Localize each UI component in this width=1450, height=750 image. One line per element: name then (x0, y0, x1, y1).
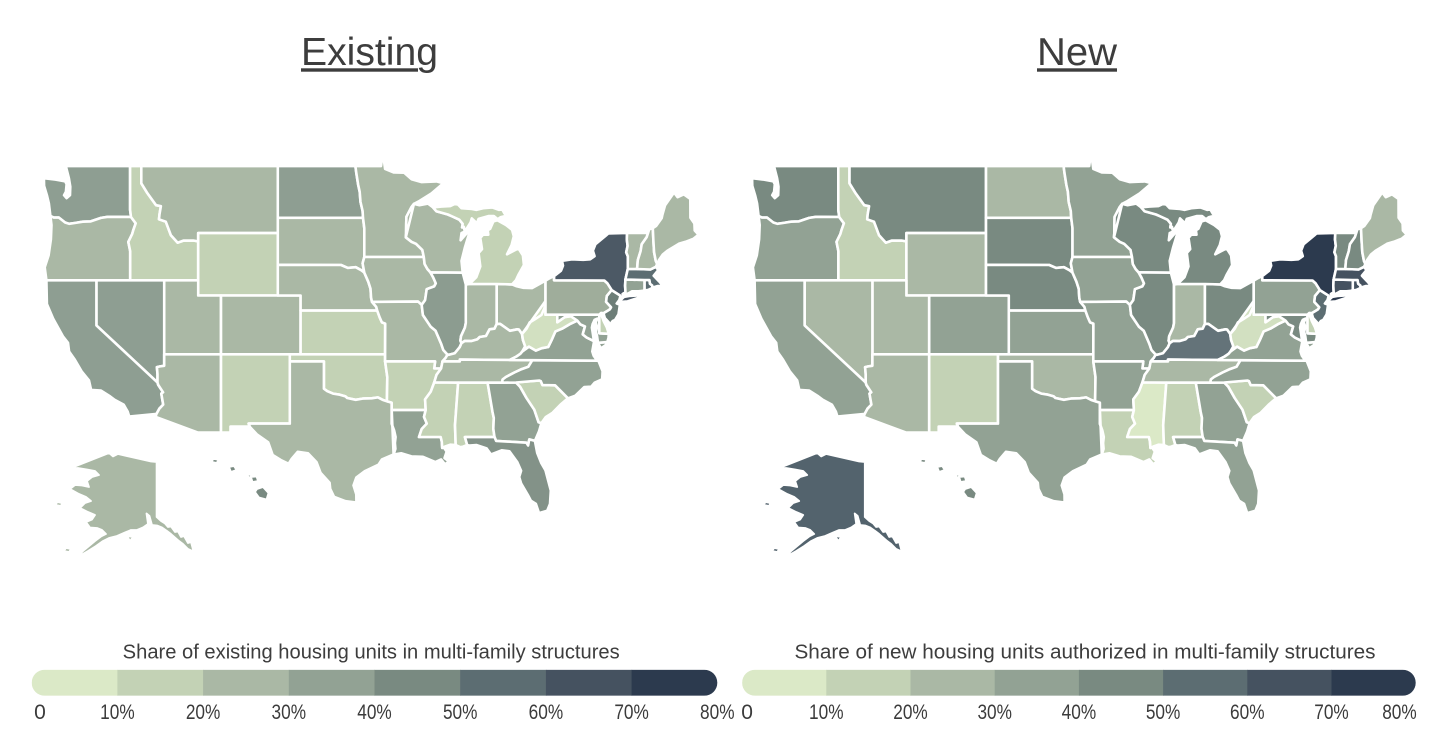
svg-text:60%: 60% (1230, 701, 1265, 724)
svg-text:30%: 30% (272, 701, 307, 724)
svg-text:0: 0 (741, 701, 753, 724)
svg-text:40%: 40% (1062, 701, 1097, 724)
svg-text:50%: 50% (1146, 701, 1181, 724)
svg-text:80%: 80% (700, 701, 735, 724)
svg-text:New: New (1037, 31, 1118, 74)
svg-text:Existing: Existing (301, 31, 438, 74)
svg-text:10%: 10% (809, 701, 844, 724)
svg-text:50%: 50% (443, 701, 478, 724)
svg-text:Share of new housing units aut: Share of new housing units authorized in… (795, 642, 1376, 664)
svg-text:40%: 40% (357, 701, 392, 724)
svg-text:60%: 60% (529, 701, 564, 724)
svg-text:30%: 30% (977, 701, 1012, 724)
svg-text:0: 0 (34, 701, 46, 724)
svg-text:10%: 10% (100, 701, 135, 724)
svg-text:20%: 20% (893, 701, 928, 724)
svg-text:Share of existing housing unit: Share of existing housing units in multi… (123, 642, 620, 664)
svg-text:70%: 70% (614, 701, 649, 724)
svg-text:20%: 20% (186, 701, 221, 724)
svg-text:80%: 80% (1382, 701, 1417, 724)
svg-text:70%: 70% (1314, 701, 1349, 724)
